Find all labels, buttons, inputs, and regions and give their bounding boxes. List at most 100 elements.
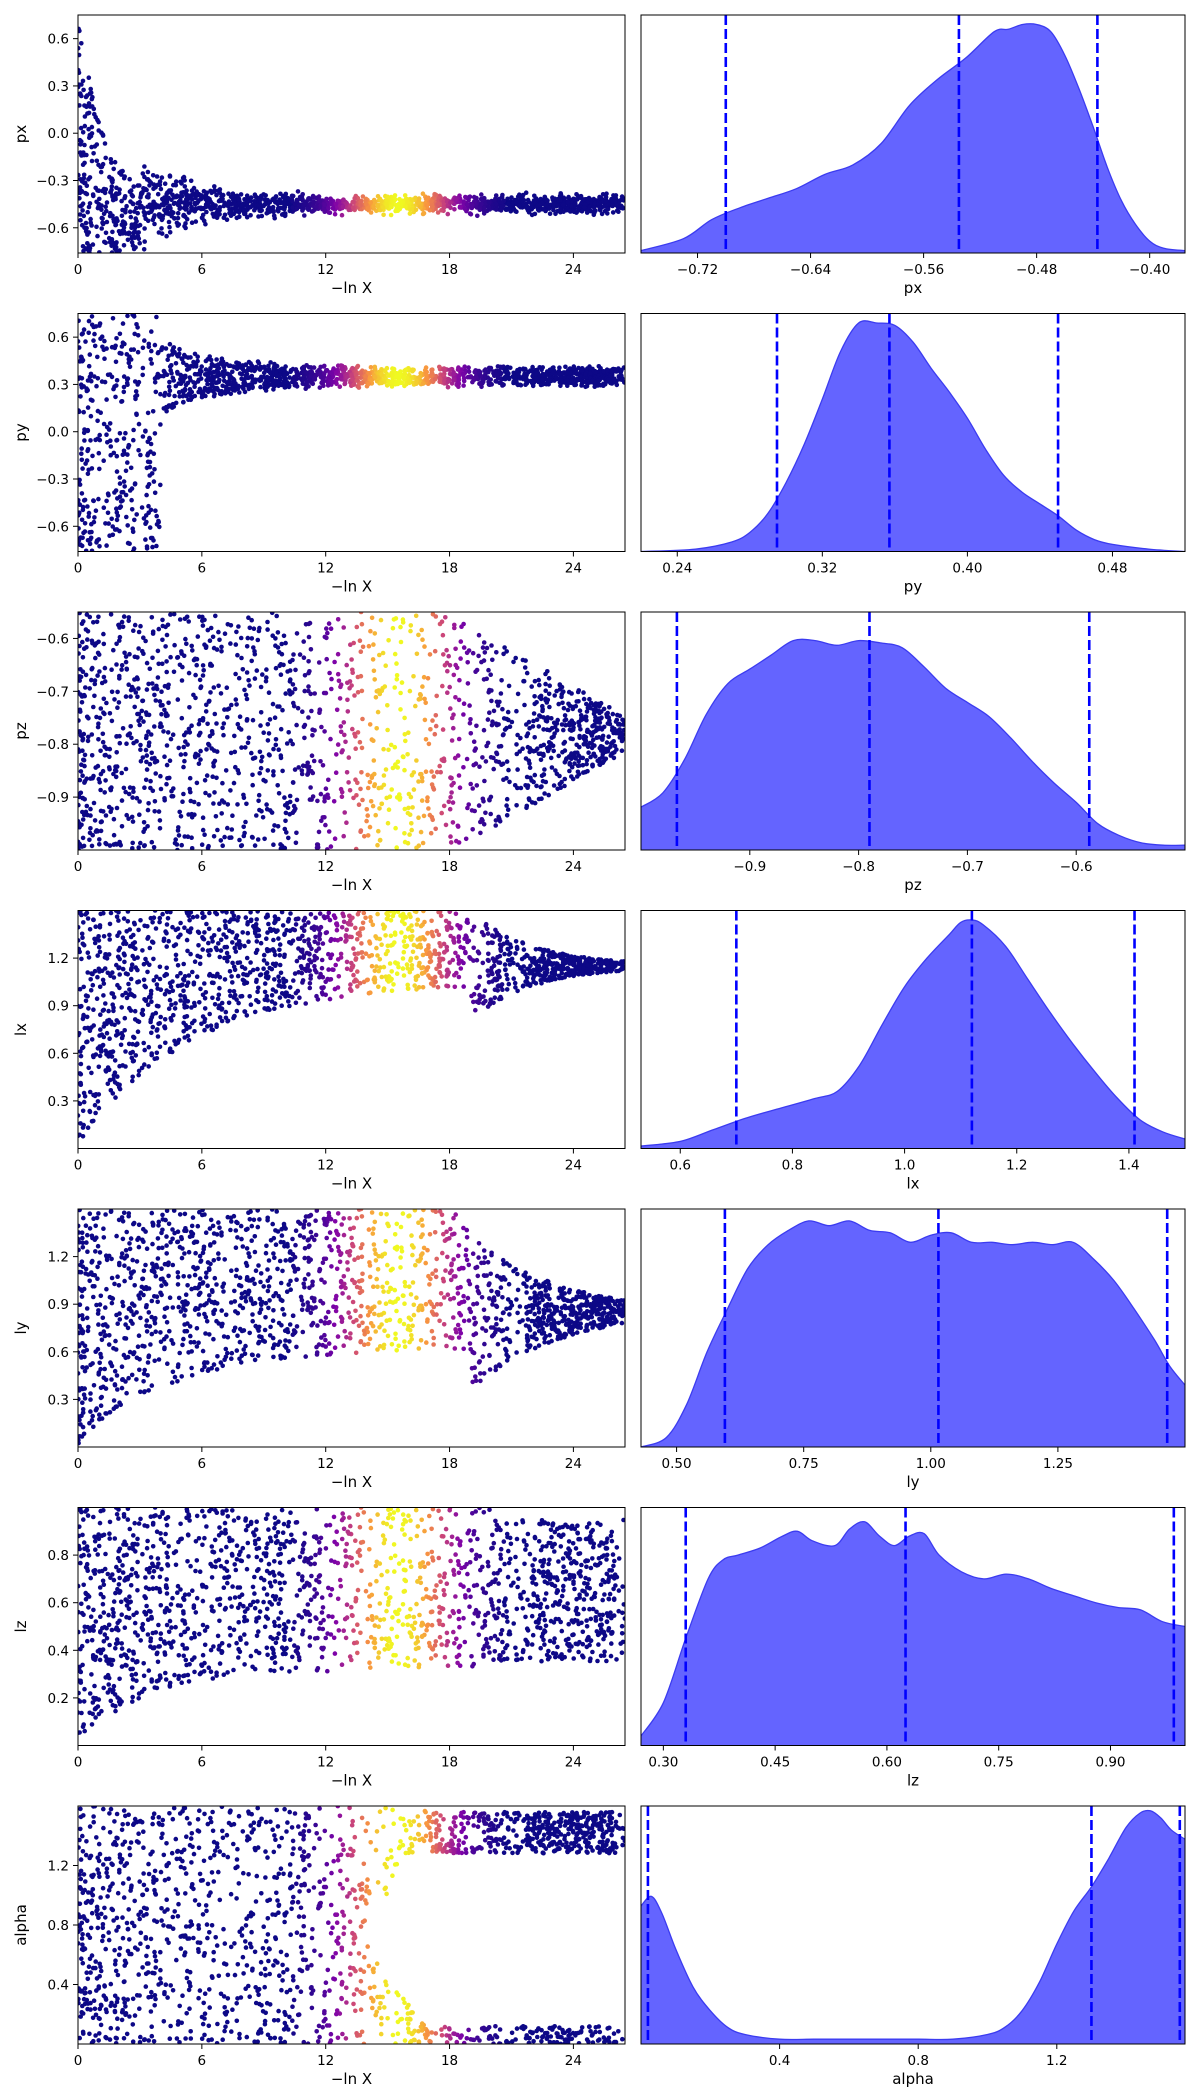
scatter-point (311, 208, 316, 214)
scatter-point (331, 366, 336, 371)
scatter-point (151, 451, 157, 457)
scatter-point (316, 660, 322, 665)
scatter-point (332, 836, 338, 841)
scatter-point (368, 200, 374, 205)
scatter-point (379, 371, 384, 377)
scatter-point (108, 809, 113, 815)
scatter-point (543, 203, 549, 208)
scatter-point (341, 197, 346, 203)
scatter-point (272, 823, 277, 828)
scatter-point (293, 667, 298, 673)
scatter-point (342, 810, 348, 815)
scatter-point (236, 725, 242, 731)
scatter-point (114, 510, 120, 515)
scatter-point (244, 670, 250, 675)
scatter-point (426, 806, 431, 811)
scatter-point (120, 321, 126, 326)
scatter-point (525, 744, 531, 750)
scatter-point (113, 241, 118, 247)
scatter-point (569, 691, 574, 696)
scatter-point (309, 753, 315, 758)
scatter-point (181, 653, 187, 659)
scatter-point (577, 723, 582, 729)
scatter-point (121, 384, 127, 390)
scatter-point (397, 378, 402, 383)
scatter-point (86, 363, 92, 369)
scatter-point (263, 198, 268, 203)
scatter-point (462, 364, 468, 370)
scatter-point (341, 833, 347, 839)
scatter-point (246, 678, 251, 683)
scatter-point (131, 546, 137, 551)
scatter-point (597, 205, 602, 210)
scatter-point (360, 380, 365, 386)
scatter-point (263, 779, 268, 784)
scatter-point (345, 697, 350, 703)
scatter-point (156, 626, 162, 632)
scatter-point (600, 192, 606, 197)
scatter-point (432, 731, 438, 737)
scatter-point (116, 622, 122, 628)
scatter-point (112, 768, 118, 773)
scatter-point (96, 203, 102, 208)
scatter-point (108, 612, 114, 617)
scatter-point (80, 244, 86, 249)
scatter-point (491, 766, 497, 772)
scatter-point (187, 730, 193, 735)
scatter-point (267, 717, 273, 722)
scatter-point (88, 133, 94, 139)
scatter-point (367, 722, 373, 727)
scatter-point (201, 218, 207, 224)
scatter-point (172, 642, 177, 648)
scatter-point (164, 669, 169, 675)
scatter-point (368, 628, 373, 634)
scatter-point (78, 542, 83, 547)
scatter-point (145, 410, 151, 416)
scatter-point (131, 437, 136, 443)
scatter-point (158, 786, 164, 792)
scatter-point (161, 368, 167, 374)
scatter-point (101, 347, 107, 353)
scatter-point (169, 352, 175, 357)
scatter-point (163, 624, 168, 630)
scatter-point (238, 843, 244, 849)
scatter-point (407, 688, 413, 694)
scatter-point (138, 759, 144, 764)
scatter-point (612, 750, 617, 755)
scatter-point (191, 692, 196, 698)
scatter-point (416, 815, 421, 820)
scatter-point (322, 729, 327, 734)
scatter-point (358, 786, 363, 792)
scatter-point (214, 363, 219, 368)
scatter-point (179, 842, 184, 848)
scatter-point (213, 380, 219, 386)
scatter-point (168, 654, 173, 660)
scatter-point (299, 771, 305, 777)
scatter-point (78, 345, 82, 350)
scatter-point (458, 656, 463, 661)
scatter-point (300, 709, 305, 714)
scatter-point (203, 192, 209, 198)
scatter-point (402, 831, 407, 836)
y-tick-label: 0.0 (48, 425, 69, 441)
scatter-point (621, 727, 625, 733)
scatter-point (132, 331, 137, 337)
scatter-point (304, 363, 309, 368)
scatter-point (89, 638, 95, 644)
scatter-point (168, 736, 174, 742)
scatter-point (103, 187, 109, 192)
scatter-point (271, 209, 276, 215)
scatter-point (83, 672, 89, 678)
scatter-point (127, 364, 133, 370)
scatter-point (278, 672, 284, 677)
scatter-point (555, 786, 560, 792)
scatter-point (388, 742, 394, 748)
scatter-point (94, 383, 99, 389)
scatter-point (398, 639, 404, 645)
scatter-point (78, 196, 82, 201)
scatter-point (326, 374, 332, 380)
scatter-point (276, 205, 281, 211)
scatter-point (363, 198, 368, 203)
scatter-point (294, 631, 300, 636)
